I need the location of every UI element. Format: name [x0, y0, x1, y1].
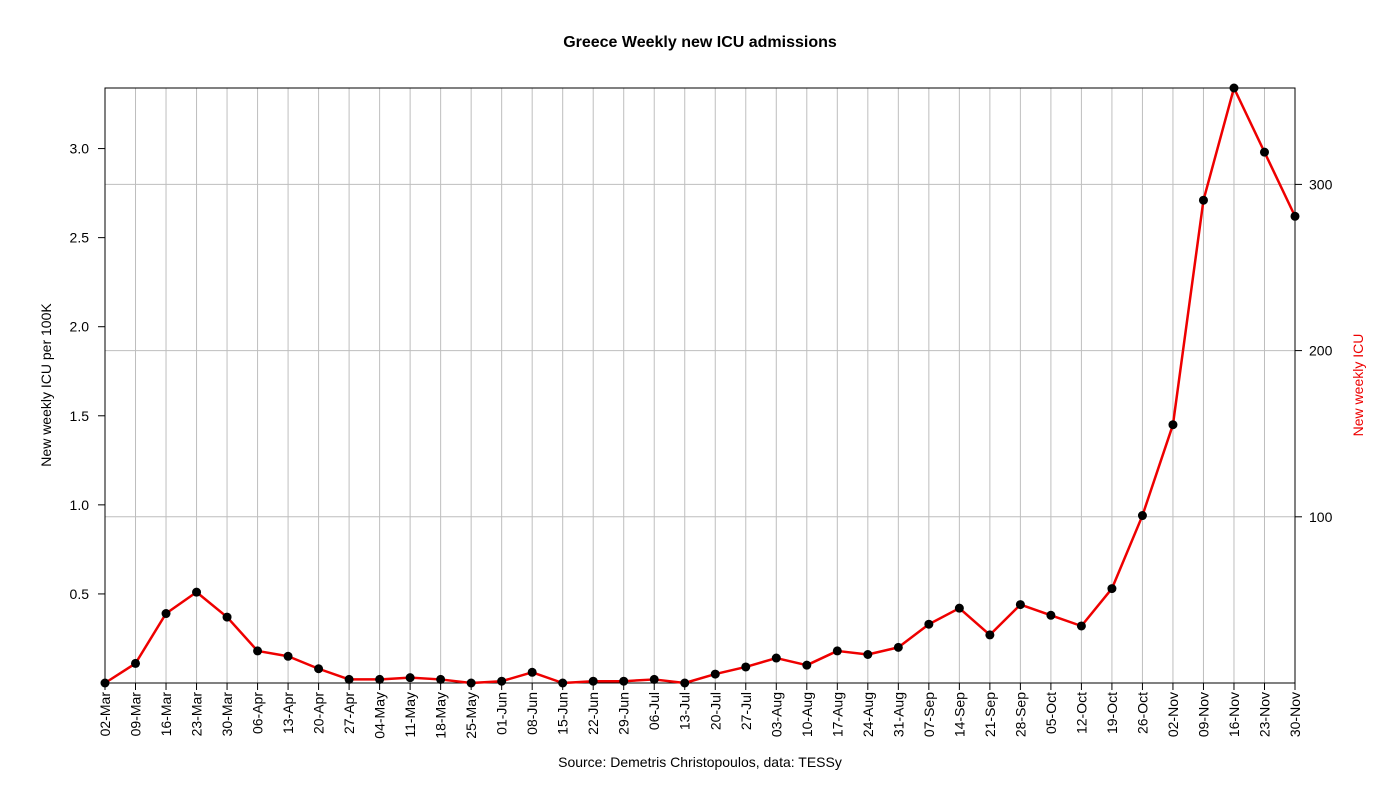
- data-point: [253, 646, 263, 656]
- x-tick-label: 13-Apr: [280, 692, 296, 734]
- x-tick-label: 12-Oct: [1073, 692, 1089, 734]
- data-point: [771, 653, 781, 663]
- x-tick-label: 22-Jun: [585, 692, 601, 735]
- x-tick-label: 19-Oct: [1104, 692, 1120, 734]
- y-tick-label: 2.5: [70, 230, 90, 246]
- data-point: [710, 669, 720, 679]
- x-tick-label: 02-Mar: [97, 692, 113, 737]
- data-point: [1137, 511, 1147, 521]
- x-tick-label: 23-Nov: [1256, 692, 1272, 737]
- data-point: [497, 676, 507, 686]
- x-tick-label: 18-May: [433, 692, 449, 739]
- y2-tick-label: 300: [1309, 176, 1333, 192]
- x-tick-label: 16-Mar: [158, 692, 174, 737]
- x-tick-label: 14-Sep: [951, 692, 967, 737]
- data-point: [832, 646, 842, 656]
- y-tick-label: 0.5: [70, 586, 90, 602]
- data-point: [1076, 621, 1086, 631]
- y-tick-label: 1.0: [70, 497, 90, 513]
- x-tick-label: 07-Sep: [921, 692, 937, 737]
- data-point: [741, 662, 751, 672]
- x-tick-label: 17-Aug: [829, 692, 845, 737]
- data-point: [100, 678, 110, 688]
- data-point: [802, 660, 812, 670]
- data-point: [344, 674, 354, 684]
- x-tick-label: 30-Nov: [1287, 692, 1303, 737]
- chart-title: Greece Weekly new ICU admissions: [563, 34, 837, 51]
- x-tick-label: 03-Aug: [768, 692, 784, 737]
- x-tick-label: 02-Nov: [1165, 692, 1181, 737]
- x-tick-label: 25-May: [463, 692, 479, 739]
- x-tick-label: 16-Nov: [1226, 692, 1242, 737]
- data-point: [985, 630, 995, 640]
- data-point: [619, 676, 629, 686]
- source-caption: Source: Demetris Christopoulos, data: TE…: [558, 754, 842, 770]
- x-tick-label: 31-Aug: [890, 692, 906, 737]
- x-tick-label: 28-Sep: [1012, 692, 1028, 737]
- data-point: [924, 619, 934, 629]
- x-tick-label: 27-Jul: [738, 692, 754, 730]
- data-point: [1168, 420, 1178, 430]
- x-tick-label: 15-Jun: [555, 692, 571, 735]
- data-point: [283, 651, 293, 661]
- x-tick-label: 09-Mar: [128, 692, 144, 737]
- x-tick-label: 20-Apr: [311, 692, 327, 734]
- data-point: [1046, 610, 1056, 620]
- x-tick-label: 23-Mar: [189, 692, 205, 737]
- x-tick-label: 09-Nov: [1195, 692, 1211, 737]
- x-tick-label: 11-May: [402, 692, 418, 738]
- data-point: [863, 649, 873, 659]
- data-point: [436, 674, 446, 684]
- data-point: [1015, 600, 1025, 610]
- y-tick-label: 2.0: [70, 319, 90, 335]
- data-point: [375, 674, 385, 684]
- x-tick-label: 06-Apr: [250, 692, 266, 734]
- x-tick-label: 30-Mar: [219, 692, 235, 737]
- data-point: [314, 664, 324, 674]
- x-tick-label: 13-Jul: [677, 692, 693, 730]
- x-tick-label: 01-Jun: [494, 692, 510, 735]
- data-point: [192, 587, 202, 597]
- data-point: [649, 674, 659, 684]
- x-tick-label: 06-Jul: [646, 692, 662, 730]
- x-tick-label: 20-Jul: [707, 692, 723, 730]
- data-point: [893, 642, 903, 652]
- data-point: [466, 678, 476, 688]
- data-point: [1107, 584, 1117, 594]
- y2-tick-label: 200: [1309, 343, 1333, 359]
- x-tick-label: 08-Jun: [524, 692, 540, 735]
- data-point: [527, 667, 537, 677]
- data-point: [680, 678, 690, 688]
- x-tick-label: 29-Jun: [616, 692, 632, 735]
- data-point: [588, 676, 598, 686]
- x-tick-label: 27-Apr: [341, 692, 357, 734]
- x-tick-label: 10-Aug: [799, 692, 815, 737]
- y-tick-label: 3.0: [70, 141, 90, 157]
- plot-frame: [104, 87, 1296, 684]
- data-point: [222, 612, 232, 622]
- y-tick-label: 1.5: [70, 408, 90, 424]
- y2-tick-label: 100: [1309, 509, 1333, 525]
- data-point: [1290, 211, 1300, 221]
- x-tick-label: 04-May: [372, 692, 388, 739]
- series-line: [104, 86, 1297, 685]
- data-point: [161, 609, 171, 619]
- x-tick-label: 26-Oct: [1134, 692, 1150, 734]
- data-point: [1229, 83, 1239, 93]
- data-point: [954, 603, 964, 613]
- data-point: [558, 678, 568, 688]
- x-tick-label: 24-Aug: [860, 692, 876, 737]
- x-tick-label: 21-Sep: [982, 692, 998, 737]
- data-point: [131, 658, 141, 668]
- data-point: [405, 673, 415, 683]
- data-point: [1198, 195, 1208, 205]
- data-point: [1259, 147, 1269, 157]
- x-tick-label: 05-Oct: [1043, 692, 1059, 734]
